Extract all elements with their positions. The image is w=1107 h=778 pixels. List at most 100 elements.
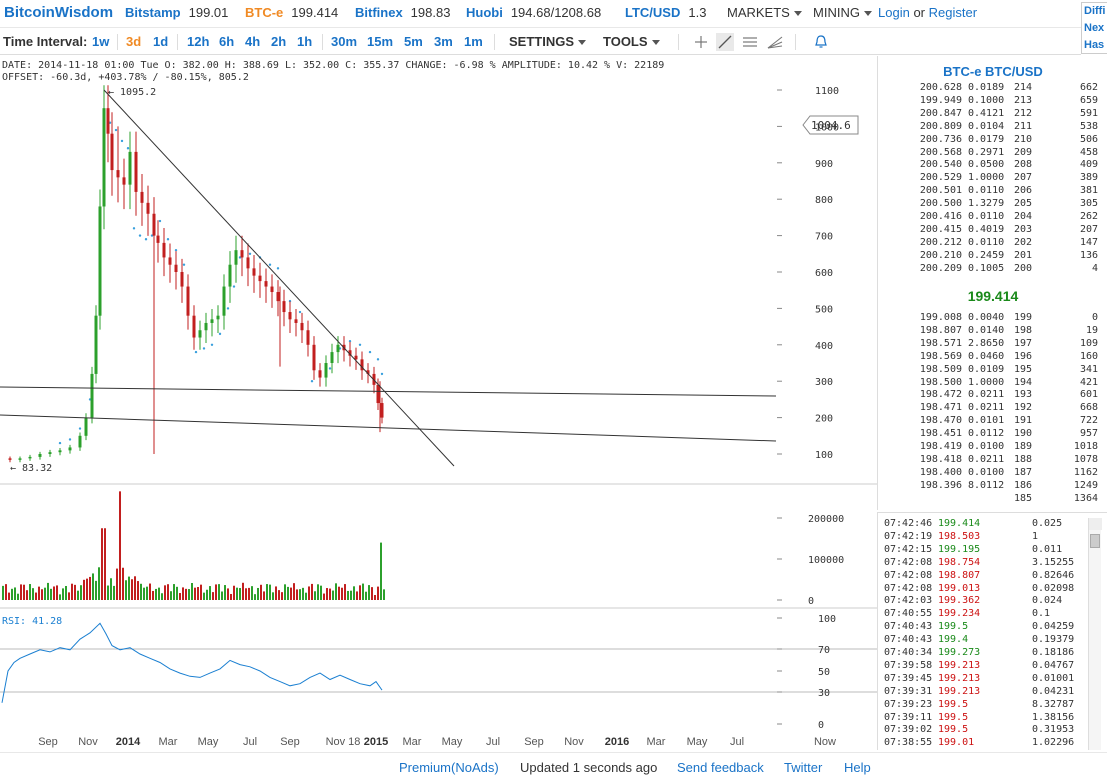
market-name[interactable]: Huobi	[466, 5, 503, 20]
trade-price: 198.754	[938, 556, 981, 568]
order-amount: 0.0101	[968, 415, 1005, 427]
order-price: 198.396	[919, 479, 962, 491]
volume-bar	[329, 588, 331, 600]
market-bitfinex[interactable]: Bitfinex 198.83	[355, 5, 450, 20]
trade-price: 199.234	[938, 608, 981, 620]
interval-1m[interactable]: 1m	[464, 34, 483, 49]
interval-12h[interactable]: 12h	[187, 34, 210, 49]
trades-scrollbar[interactable]	[1088, 518, 1102, 750]
horizontal-lines-tool-icon[interactable]	[741, 33, 759, 51]
interval-5m[interactable]: 5m	[404, 34, 423, 49]
interval-6h[interactable]: 6h	[219, 34, 235, 49]
register-link[interactable]: Register	[928, 5, 978, 20]
sar-dot	[276, 267, 280, 270]
candle-body	[228, 264, 232, 287]
trade-price: 199.195	[938, 543, 981, 555]
candle-body	[348, 350, 352, 356]
volume-bar	[218, 584, 220, 600]
side-link-difficulty[interactable]: Diffi	[1084, 5, 1106, 17]
interval-15m[interactable]: 15m	[367, 34, 394, 49]
market-huobi[interactable]: Huobi 194.68/1208.68	[466, 5, 601, 20]
settings-menu[interactable]: SETTINGS	[509, 34, 587, 49]
trade-row: 07:42:19 198.503 1	[884, 531, 1038, 544]
volume-bar	[47, 582, 49, 600]
tools-menu[interactable]: TOOLS	[603, 34, 660, 49]
order-price: 200.568	[919, 146, 962, 158]
depth-price: 202	[1014, 236, 1033, 248]
market-ltcusd[interactable]: LTC/USD 1.3	[625, 5, 706, 20]
candle-body	[162, 242, 166, 258]
order-price: 199.949	[919, 94, 962, 106]
trade-row: 07:42:03 199.362 0.024	[884, 595, 1062, 608]
site-logo[interactable]: BitcoinWisdom	[4, 4, 114, 21]
side-link-next[interactable]: Nex	[1084, 22, 1105, 34]
order-amount: 2.8650	[968, 337, 1005, 349]
markets-menu[interactable]: MARKETS	[727, 5, 802, 20]
order-price: 200.209	[919, 262, 962, 274]
volume-bar	[377, 586, 379, 600]
trade-amount: 3.15255	[1032, 556, 1075, 568]
volume-bar	[374, 595, 376, 600]
depth-price: 198	[1014, 324, 1033, 336]
market-btce[interactable]: BTC-e 199.414	[245, 5, 338, 20]
volume-bar	[65, 585, 67, 600]
depth-price: 203	[1014, 223, 1033, 235]
volume-bar	[227, 588, 229, 600]
x-tick-label: Jul	[486, 736, 500, 748]
volume-bar	[188, 589, 190, 600]
chart-grid	[0, 483, 877, 693]
sar-dot	[358, 343, 362, 346]
volume-bar	[179, 593, 181, 600]
order-price: 200.416	[919, 211, 962, 222]
market-name[interactable]: Bitfinex	[355, 5, 403, 20]
premium-link[interactable]: Premium(NoAds)	[399, 760, 499, 775]
interval-4h[interactable]: 4h	[245, 34, 261, 49]
sar-dot	[174, 248, 178, 252]
trade-row: 07:40:43 199.4 0.19379	[884, 634, 1074, 647]
vol-tick-label: 100000	[808, 555, 844, 566]
feedback-link[interactable]: Send feedback	[677, 760, 764, 775]
help-link[interactable]: Help	[844, 760, 871, 775]
interval-30m[interactable]: 30m	[331, 34, 358, 49]
mining-menu[interactable]: MINING	[813, 5, 872, 20]
side-link-hashrate[interactable]: Has	[1084, 39, 1105, 51]
depth-price: 212	[1014, 107, 1033, 119]
bell-icon[interactable]	[812, 33, 830, 51]
market-name[interactable]: Bitstamp	[125, 5, 181, 20]
depth-price: 209	[1014, 146, 1033, 158]
login-link[interactable]: Login	[878, 5, 910, 20]
twitter-link[interactable]: Twitter	[784, 760, 823, 775]
interval-1w[interactable]: 1w	[92, 34, 110, 49]
volume-bar	[254, 594, 256, 600]
volume-bars	[2, 491, 385, 600]
interval-3d[interactable]: 3d	[126, 34, 142, 49]
market-name[interactable]: LTC/USD	[625, 5, 681, 20]
scroll-up-icon[interactable]	[1089, 518, 1102, 530]
scroll-thumb[interactable]	[1090, 534, 1100, 548]
depth-price: 193	[1014, 389, 1033, 401]
crosshair-tool-icon[interactable]	[692, 33, 710, 51]
candle-body	[18, 458, 22, 460]
divider	[117, 34, 118, 50]
divider	[678, 34, 679, 50]
interval-2h[interactable]: 2h	[271, 34, 287, 49]
trade-time: 07:42:08	[884, 556, 933, 568]
trendline-tool-icon[interactable]	[716, 33, 734, 51]
trade-amount: 1	[1032, 530, 1039, 542]
fan-tool-icon[interactable]	[766, 33, 784, 51]
market-name[interactable]: BTC-e	[245, 5, 284, 20]
candle-body	[48, 452, 52, 454]
volume-bar	[110, 578, 112, 600]
market-bitstamp[interactable]: Bitstamp 199.01	[125, 5, 228, 20]
trade-time: 07:40:43	[884, 634, 933, 646]
order-amount: 0.1000	[968, 94, 1005, 106]
volume-bar	[20, 584, 22, 600]
interval-1d[interactable]: 1d	[153, 34, 169, 49]
x-tick-label: 2016	[605, 736, 629, 748]
price-chart[interactable]: RSI: 41.28 ← 1095.2 ← 83.32 1004.6 1100 100…	[0, 56, 877, 752]
order-price: 200.415	[919, 223, 962, 235]
interval-3m[interactable]: 3m	[434, 34, 453, 49]
candle-body	[306, 330, 310, 345]
interval-1h[interactable]: 1h	[297, 34, 313, 49]
volume-bar	[260, 584, 262, 600]
